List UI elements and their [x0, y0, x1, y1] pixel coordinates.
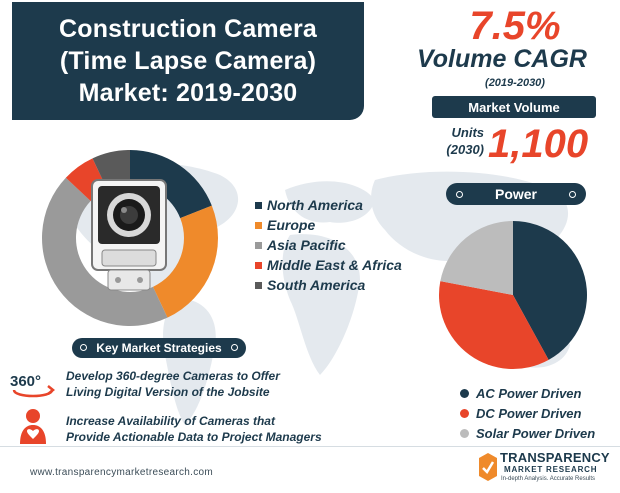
market-volume-badge: Market Volume — [432, 96, 596, 118]
region-slice-north-america — [130, 150, 212, 219]
key-strategies-heading: Key Market Strategies — [72, 338, 246, 358]
legend-label: Europe — [267, 217, 316, 233]
footer-url: www.transparencymarketresearch.com — [30, 467, 214, 478]
cagr-value: 7.5% — [469, 4, 561, 48]
rotate-360-icon-text: 360° — [10, 373, 41, 390]
legend-item-middle-east-africa: Middle East & Africa — [255, 255, 402, 275]
region-slice-asia-pacific — [41, 177, 168, 327]
units-label-line1: Units — [451, 125, 485, 140]
strategy-item-2: Increase Availability of Cameras that Pr… — [66, 413, 356, 445]
legend-swatch — [255, 221, 262, 229]
power-slice-solar-power-driven — [440, 221, 513, 295]
cagr-period: (2019-2030) — [485, 77, 545, 89]
legend-swatch — [255, 281, 262, 289]
legend-item-dc-power: DC Power Driven — [460, 403, 595, 423]
strategy-item-1: Develop 360-degree Cameras to Offer Livi… — [66, 368, 336, 400]
title-line-1: Construction Camera — [58, 15, 317, 43]
legend-label: DC Power Driven — [476, 405, 582, 421]
footer-divider — [0, 446, 620, 447]
power-heading-label: Power — [494, 186, 537, 202]
tmr-logo-icon — [479, 453, 497, 481]
power-heading: Power — [446, 183, 586, 205]
person-heart-icon — [20, 409, 46, 444]
legend-item-ac-power: AC Power Driven — [460, 383, 595, 403]
logo-tagline: In-depth Analysis. Accurate Results — [501, 476, 596, 482]
region-legend: North America Europe Asia Pacific Middle… — [255, 195, 402, 295]
legend-item-north-america: North America — [255, 195, 402, 215]
power-legend: AC Power Driven DC Power Driven Solar Po… — [460, 383, 595, 443]
legend-item-asia-pacific: Asia Pacific — [255, 235, 402, 255]
legend-swatch — [460, 428, 469, 438]
region-donut-chart — [41, 150, 218, 327]
legend-swatch — [460, 388, 469, 398]
units-label: Units (2030) — [432, 124, 484, 158]
pill-dot-left-icon — [456, 191, 463, 198]
legend-label: AC Power Driven — [476, 385, 582, 401]
title-banner: Construction Camera (Time Lapse Camera) … — [12, 2, 364, 120]
strategy-item-2-line1: Increase Availability of Cameras that — [66, 414, 275, 428]
pill-dot-left-icon — [80, 344, 87, 351]
cagr-label: Volume CAGR — [417, 45, 587, 73]
rotate-360-icon: 360° — [10, 373, 56, 398]
title-line-3: Market: 2019-2030 — [78, 79, 298, 107]
legend-label: South America — [267, 277, 366, 293]
power-slice-dc-power-driven — [439, 281, 549, 369]
legend-swatch — [255, 261, 262, 269]
legend-swatch — [255, 201, 262, 209]
pill-dot-right-icon — [569, 191, 576, 198]
legend-swatch — [460, 408, 469, 418]
strategy-item-1-line2: Living Digital Version of the Jobsite — [66, 385, 270, 399]
title-line-2: (Time Lapse Camera) — [59, 47, 317, 75]
legend-label: North America — [267, 197, 363, 213]
key-strategies-label: Key Market Strategies — [96, 341, 222, 355]
legend-item-solar-power: Solar Power Driven — [460, 423, 595, 443]
legend-label: Asia Pacific — [267, 237, 346, 253]
logo-wordmark: TRANSPARENCY — [500, 450, 610, 465]
units-label-line2: (2030) — [446, 142, 484, 157]
strategy-item-2-line2: Provide Actionable Data to Project Manag… — [66, 430, 322, 444]
legend-label: Middle East & Africa — [267, 257, 402, 273]
legend-label: Solar Power Driven — [476, 425, 596, 441]
power-pie-chart — [439, 221, 587, 369]
legend-item-europe: Europe — [255, 215, 402, 235]
strategy-item-1-line1: Develop 360-degree Cameras to Offer — [66, 369, 280, 383]
legend-swatch — [255, 241, 262, 249]
legend-item-south-america: South America — [255, 275, 402, 295]
units-value: 1,100 — [488, 122, 589, 166]
region-slice-europe — [152, 205, 218, 318]
camera-image — [91, 179, 167, 291]
pill-dot-right-icon — [231, 344, 238, 351]
logo-subtitle: MARKET RESEARCH — [504, 465, 598, 474]
power-slice-ac-power-driven — [513, 221, 587, 360]
